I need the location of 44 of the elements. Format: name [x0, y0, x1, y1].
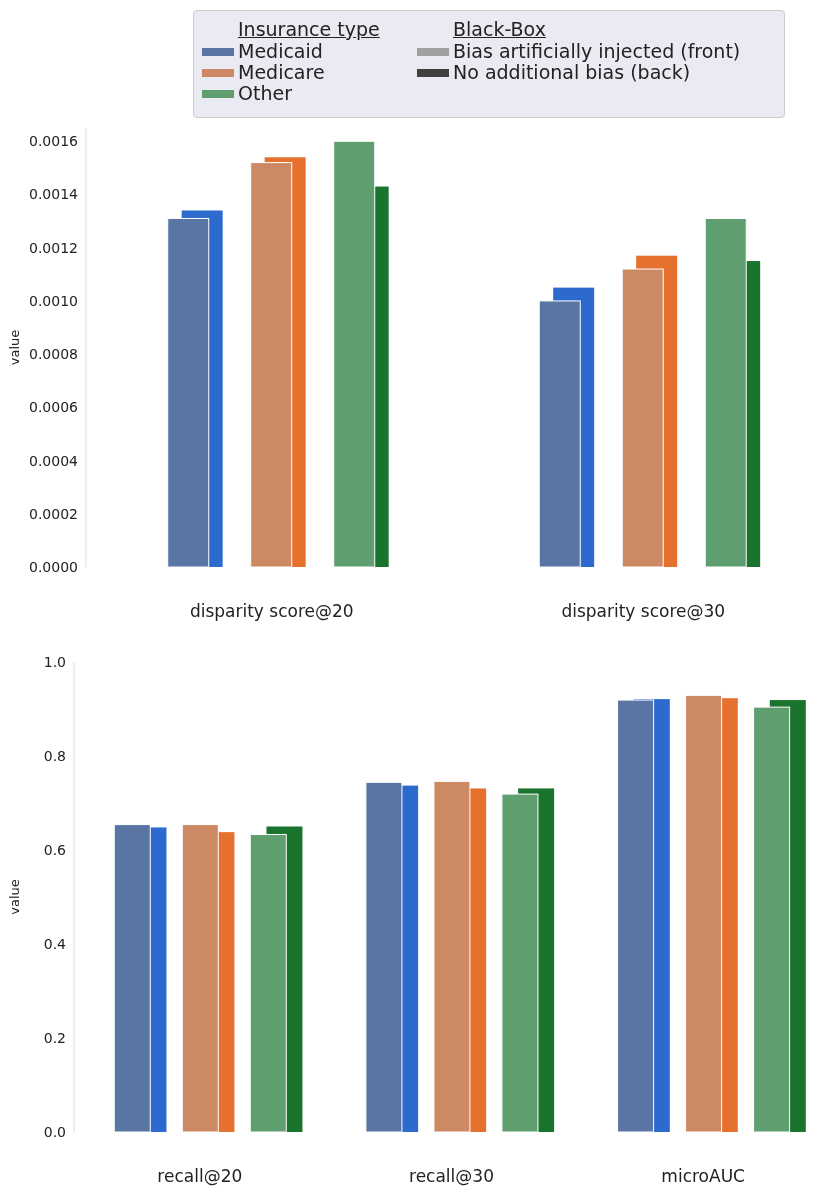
y-tick-label: 0.0004	[29, 452, 79, 469]
legend-title: Insurance type	[237, 17, 381, 41]
y-tick-label: 0.0010	[29, 292, 78, 309]
bar	[433, 780, 471, 1132]
bar	[181, 824, 219, 1132]
bar	[753, 706, 791, 1132]
legend-label: Other	[238, 82, 292, 104]
text: Bias artificially injected (front)	[453, 40, 741, 62]
x-tick-label: microAUC	[661, 1166, 745, 1187]
legend-label: Medicare	[238, 61, 325, 83]
y-tick-label: 0.0016	[29, 133, 79, 150]
bar	[167, 217, 210, 567]
bar	[617, 699, 655, 1132]
legend-label: Medicaid	[238, 40, 323, 62]
bar	[333, 140, 376, 567]
y-tick-label: 0.6	[43, 841, 67, 858]
bar	[538, 300, 581, 567]
y-tick-label: 0.0012	[29, 239, 78, 256]
x-tick-label: disparity score@30	[561, 601, 726, 622]
y-tick-label: 0.0014	[29, 186, 79, 203]
text: No additional bias (back)	[453, 61, 691, 83]
bar	[249, 833, 287, 1132]
y-tick-label: 0.4	[43, 935, 67, 952]
y-tick-label: 0.2	[43, 1029, 66, 1046]
y-axis-title: value	[6, 329, 22, 366]
y-tick-label: 0.0006	[29, 399, 79, 416]
x-tick-label: recall@20	[157, 1166, 243, 1187]
y-tick-label: 0.0	[43, 1123, 66, 1140]
y-axis-title: value	[6, 879, 22, 915]
bar	[365, 781, 403, 1132]
x-tick-label: recall@30	[409, 1166, 494, 1187]
y-tick-label: 0.0002	[29, 505, 78, 522]
bar	[685, 694, 723, 1132]
bar	[621, 268, 664, 567]
y-tick-label: 0.0000	[29, 558, 78, 575]
text: Black-Box	[452, 17, 547, 41]
bar	[501, 793, 539, 1132]
y-tick-label: 0.0008	[29, 346, 78, 363]
y-tick-label: 0.8	[43, 747, 66, 764]
x-tick-label: disparity score@20	[189, 601, 354, 622]
y-tick-label: 1.0	[43, 653, 66, 670]
bar	[704, 217, 747, 567]
bar	[250, 162, 293, 567]
bar	[113, 824, 151, 1132]
